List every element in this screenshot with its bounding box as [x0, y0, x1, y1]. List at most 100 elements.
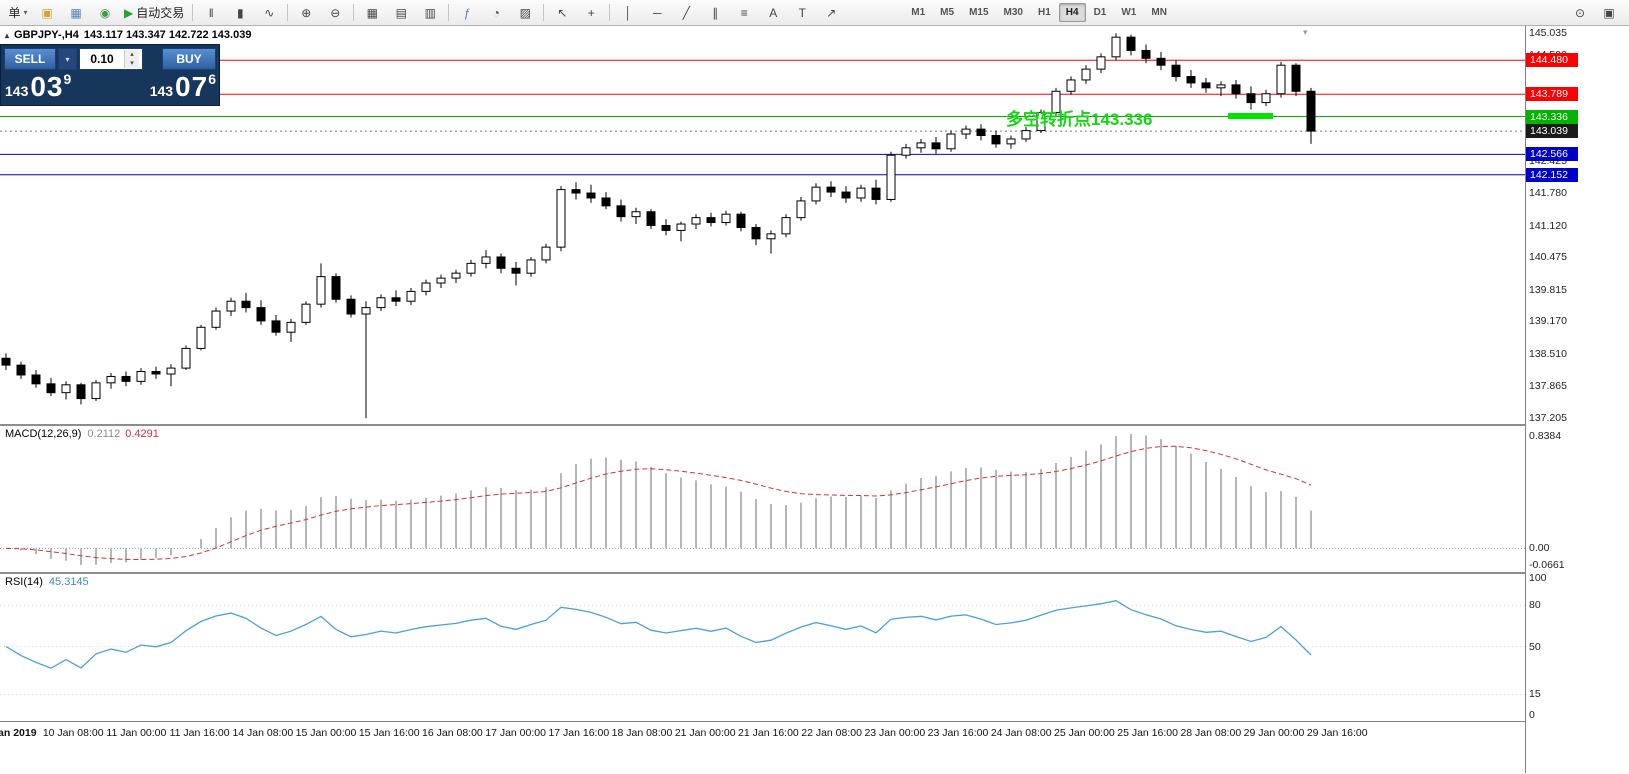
sell-price-sup: 9 [63, 71, 72, 87]
fibonacci-icon[interactable]: ≡ [730, 2, 758, 24]
new-window-icon[interactable]: ▣ [1603, 5, 1615, 20]
date-label: 24 Jan 08:00 [990, 727, 1052, 739]
timeframe-m15[interactable]: M15 [969, 7, 989, 18]
toolbar-separator [192, 4, 194, 21]
horizontal-line-icon[interactable]: ─ [643, 2, 671, 24]
volume-down-icon[interactable]: ▾ [125, 59, 139, 68]
pane-splitter[interactable] [0, 424, 1525, 426]
tile-windows-icon[interactable]: ▦ [358, 2, 386, 24]
macd-signal-value: 0.4291 [125, 428, 159, 440]
vertical-line-icon[interactable]: │ [614, 2, 642, 24]
price-badge: 143.039 [1526, 124, 1578, 139]
price-badge: 143.789 [1526, 87, 1578, 102]
timeframe-h4[interactable]: H4 [1058, 3, 1086, 22]
arrange-windows-icon[interactable]: ▥ [416, 2, 444, 24]
price-badge: 142.566 [1526, 147, 1578, 162]
sell-price-big: 03 [30, 71, 64, 102]
zoom-in-icon[interactable]: ⊕ [292, 2, 320, 24]
new-order-button[interactable]: 单 ▾ [4, 2, 32, 24]
pane-splitter[interactable] [0, 572, 1525, 574]
channel-icon[interactable]: ∥ [701, 2, 729, 24]
templates-icon: ▨ [519, 5, 531, 20]
volume-dropdown-icon[interactable]: ▾ [58, 48, 77, 70]
timeframe-d1[interactable]: D1 [1093, 7, 1107, 18]
toolbar-separator [609, 4, 611, 21]
rsi-pane[interactable]: RSI(14) 45.3145 [0, 574, 1525, 721]
label-icon[interactable]: T [788, 2, 816, 24]
toolbar-separator [353, 4, 355, 21]
timeframe-h1[interactable]: H1 [1037, 7, 1051, 18]
axis-label: 15 [1529, 688, 1541, 701]
cascade-windows-icon: ▤ [395, 5, 407, 20]
axis-label: 145.035 [1529, 27, 1567, 39]
axis-label: 139.815 [1529, 283, 1567, 296]
price-chart-pane[interactable]: ▴ GBPJPY-,H4 143.117 143.347 142.722 143… [0, 26, 1525, 424]
zoom-out-icon[interactable]: ⊖ [321, 2, 349, 24]
date-label: 25 Jan 00:00 [1054, 727, 1115, 739]
candlestick-chart-icon: ▮ [236, 5, 244, 20]
timeframe-m1[interactable]: M1 [911, 7, 926, 18]
indicators-icon[interactable]: ƒ [453, 2, 481, 24]
date-label: 22 Jan 08:00 [801, 727, 862, 739]
date-label: 14 Jan 08:00 [232, 727, 294, 739]
rsi-chart-svg [0, 600, 1525, 695]
buy-price: 143 07 6 [149, 71, 216, 102]
sell-price: 143 03 9 [4, 71, 71, 102]
trade-panel-controls: SELL ▾ ▴ ▾ BUY [4, 48, 216, 70]
line-chart-icon[interactable]: ∿ [255, 2, 283, 24]
timeframe-m5[interactable]: M5 [940, 7, 955, 18]
volume-box: ▴ ▾ [79, 48, 143, 70]
macd-chart-svg [0, 434, 1525, 565]
volume-up-icon[interactable]: ▴ [125, 50, 139, 59]
date-label: 21 Jan 16:00 [738, 727, 799, 739]
periods-icon[interactable]: ◔ [482, 2, 510, 24]
timeframe-m30[interactable]: M30 [1003, 7, 1023, 18]
macd-pane[interactable]: MACD(12,26,9) 0.2112 0.4291 [0, 426, 1525, 572]
highlight-marker [1228, 113, 1273, 119]
crosshair-icon: + [587, 5, 595, 20]
profiles-icon[interactable]: ▦ [62, 2, 90, 24]
crosshair-icon[interactable]: + [577, 2, 605, 24]
trade-panel-collapse-icon[interactable]: ▴ [5, 30, 10, 40]
search-icon[interactable]: ⊙ [1574, 5, 1586, 20]
timeframe-w1[interactable]: W1 [1121, 7, 1137, 18]
macd-main-value: 0.2112 [87, 428, 121, 440]
bar-chart-icon[interactable]: ‖ [197, 2, 225, 24]
date-label: 16 Jan 08:00 [422, 727, 483, 739]
date-label: 15 Jan 00:00 [295, 727, 357, 739]
symbol-title: GBPJPY-,H4 [14, 29, 79, 41]
new-chart-icon[interactable]: ▣ [33, 2, 61, 24]
price-badge: 144.480 [1526, 53, 1578, 68]
zoom-in-icon: ⊕ [301, 5, 312, 20]
date-label: 11 Jan 00:00 [106, 727, 167, 739]
candlestick-chart-icon[interactable]: ▮ [226, 2, 254, 24]
axis-label: 141.120 [1529, 219, 1567, 232]
timeframe-mn[interactable]: MN [1151, 7, 1167, 18]
auto-trading-button[interactable]: ▶ 自动交易 [120, 2, 188, 24]
text-icon[interactable]: A [759, 2, 787, 24]
line-chart-icon: ∿ [264, 5, 275, 20]
date-label: 9 Jan 2019 [0, 727, 37, 739]
cascade-windows-icon[interactable]: ▤ [387, 2, 415, 24]
trendline-icon[interactable]: ╱ [672, 2, 700, 24]
auto-trading-button-label: 自动交易 [136, 6, 185, 20]
sell-button[interactable]: SELL [4, 48, 56, 70]
templates-icon[interactable]: ▨ [511, 2, 539, 24]
chart-shift-marker[interactable]: ▾ [1303, 27, 1308, 37]
toolbar-left: 单 ▾ ▣ ▦ ◉ ▶ 自动交易 ‖ ▮ ∿ ⊕ ⊖ ▦ ▤ ▥ ƒ ◔ ▨ ↖ + │ ─ ╱ ∥ ≡ A T ↗ [4, 2, 845, 24]
periods-icon: ◔ [492, 5, 500, 20]
community-icon[interactable]: ◉ [91, 2, 119, 24]
date-label: 11 Jan 16:00 [169, 727, 230, 739]
new-order-button-label: 单 [8, 6, 21, 20]
profiles-icon: ▦ [70, 5, 82, 20]
volume-input[interactable] [80, 52, 124, 66]
buy-price-sup: 6 [208, 71, 216, 87]
axis-label: 140.475 [1529, 251, 1567, 264]
symbol-ohlc-values: 143.117 143.347 142.722 143.039 [83, 29, 252, 41]
arrows-icon[interactable]: ↗ [817, 2, 845, 24]
buy-price-big: 07 [175, 71, 209, 102]
price-axis[interactable]: 145.035144.590142.425141.780141.120140.4… [1525, 26, 1629, 773]
buy-button[interactable]: BUY [162, 48, 216, 70]
cursor-icon[interactable]: ↖ [548, 2, 576, 24]
